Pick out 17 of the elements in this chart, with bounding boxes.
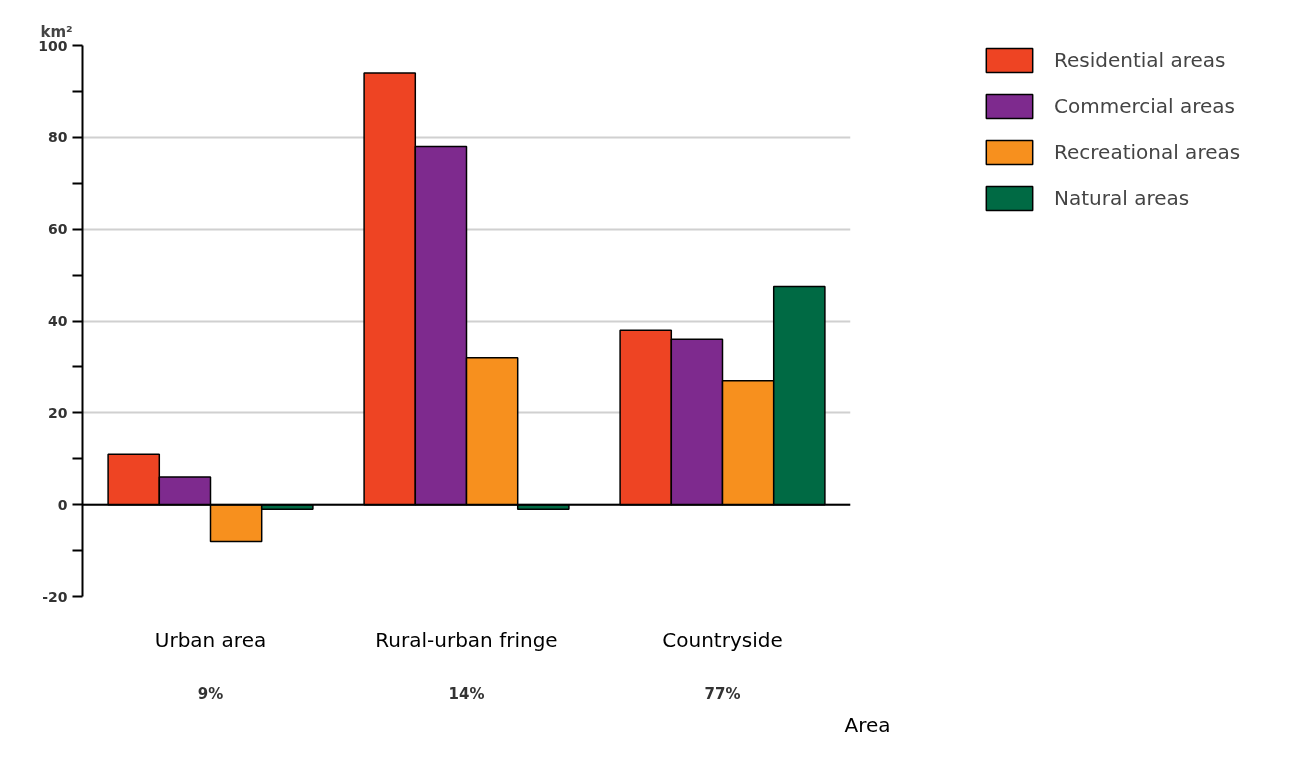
legend-label: Recreational areas [1054,140,1241,164]
y-tick-label: 20 [48,404,68,421]
y-tick-label: 80 [48,129,68,146]
text: 14% [448,684,485,703]
legend-label: Natural areas [1054,186,1190,210]
y-tick-label: -20 [42,588,68,605]
x-axis-title: Area [844,712,891,737]
x-tick-label: Rural-urban fringe [375,627,558,652]
y-tick-label: 60 [48,221,68,238]
y-tick-label: 40 [48,313,68,329]
legend-label: Commercial areas [1054,94,1235,118]
text: 9% [197,684,224,703]
legend-label: Residential areas [1054,48,1226,72]
y-tick-label: 0 [57,496,68,513]
text: 77% [704,684,741,703]
x-tick-label: Countryside [662,627,783,652]
x-tick-label: Urban area [154,627,267,652]
